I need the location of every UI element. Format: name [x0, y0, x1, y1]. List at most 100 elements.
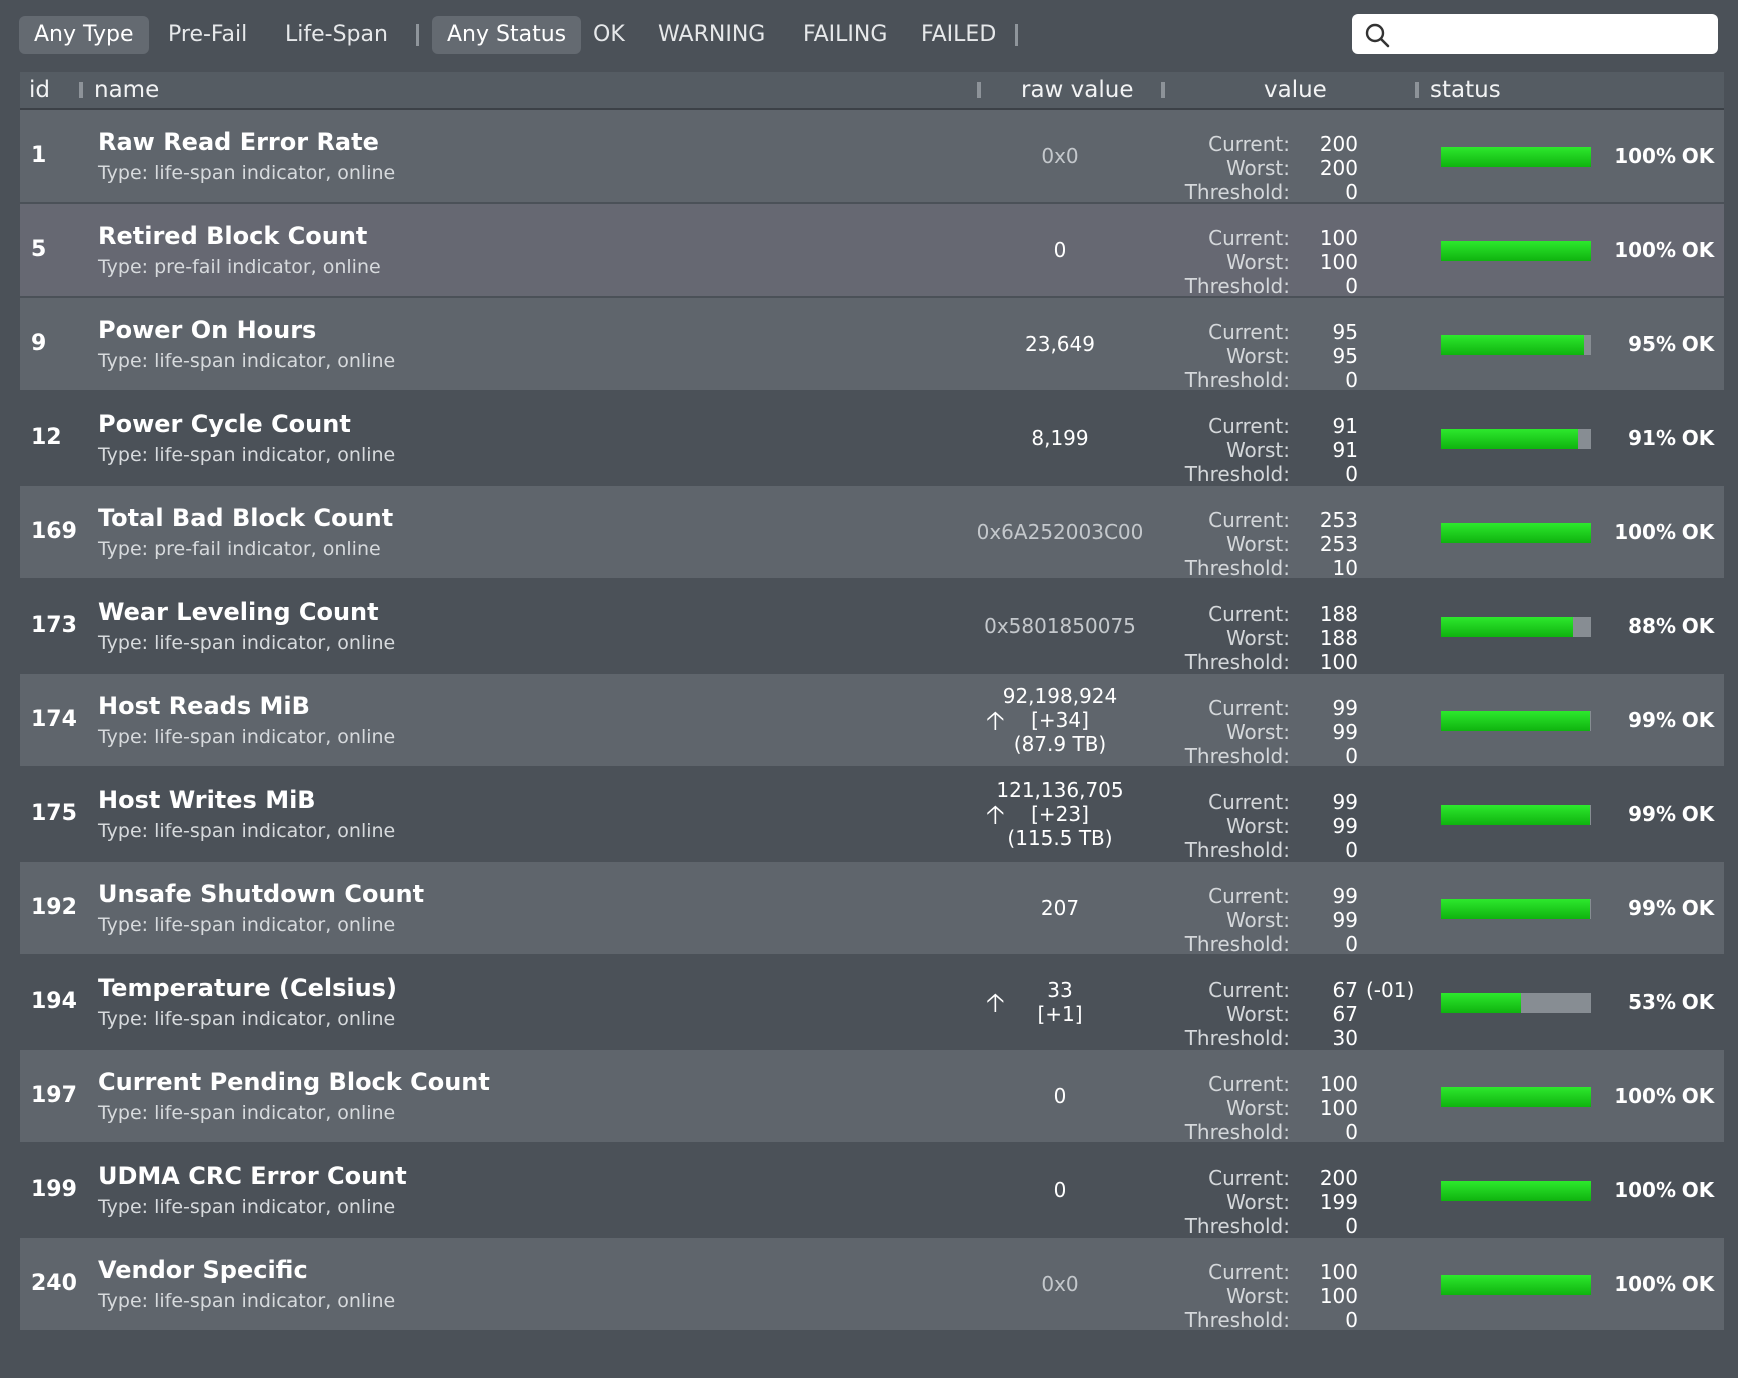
worst-label: Worst: [1225, 720, 1290, 744]
table-row[interactable]: 194 Temperature (Celsius) Type: life-spa… [20, 956, 1724, 1048]
filter-failed[interactable]: FAILED [921, 22, 997, 47]
column-raw-value[interactable]: raw value [1021, 77, 1134, 103]
status-badge: OK [1681, 802, 1715, 826]
threshold-value: 100 [1319, 650, 1358, 674]
raw-value-line: 92,198,924 [1002, 684, 1118, 708]
attribute-name: Vendor Specific [98, 1256, 308, 1284]
health-bar-fill [1441, 899, 1590, 919]
worst-label: Worst: [1225, 814, 1290, 838]
raw-value-line: [+23] [1031, 802, 1089, 826]
threshold-value: 0 [1345, 180, 1358, 204]
health-bar-fill [1441, 147, 1591, 167]
worst-label: Worst: [1225, 1002, 1290, 1026]
current-label: Current: [1208, 1072, 1290, 1096]
current-label: Current: [1208, 414, 1290, 438]
worst-value: 188 [1319, 626, 1358, 650]
table-row[interactable]: 192 Unsafe Shutdown Count Type: life-spa… [20, 862, 1724, 954]
health-percent: 99% [1628, 802, 1676, 826]
table-row[interactable]: 1 Raw Read Error Rate Type: life-span in… [20, 110, 1724, 202]
health-bar [1441, 147, 1591, 167]
raw-value-line: 33 [1047, 978, 1073, 1002]
worst-label: Worst: [1225, 156, 1290, 180]
filter-warning[interactable]: WARNING [658, 22, 766, 47]
attribute-name: Host Reads MiB [98, 692, 310, 720]
attribute-id: 197 [31, 1083, 77, 1108]
raw-value-line: 207 [1040, 896, 1080, 920]
table-row[interactable]: 12 Power Cycle Count Type: life-span ind… [20, 392, 1724, 484]
filter-any-status[interactable]: Any Status [432, 16, 582, 54]
raw-value: 33 [+1] [940, 956, 1180, 1048]
worst-value: 99 [1332, 908, 1358, 932]
column-divider[interactable] [1161, 82, 1165, 98]
table-row[interactable]: 5 Retired Block Count Type: pre-fail ind… [20, 204, 1724, 296]
column-name[interactable]: name [94, 77, 160, 103]
health-percent: 88% [1628, 614, 1676, 638]
attribute-id: 1 [31, 143, 47, 168]
raw-value-line: [+34] [1031, 708, 1089, 732]
health-bar [1441, 805, 1591, 825]
threshold-value: 0 [1345, 1120, 1358, 1144]
current-label: Current: [1208, 1260, 1290, 1284]
health-bar [1441, 429, 1591, 449]
table-row[interactable]: 9 Power On Hours Type: life-span indicat… [20, 298, 1724, 390]
column-divider[interactable] [1415, 82, 1419, 98]
table-row[interactable]: 199 UDMA CRC Error Count Type: life-span… [20, 1144, 1724, 1236]
worst-label: Worst: [1225, 626, 1290, 650]
health-bar [1441, 711, 1591, 731]
attribute-id: 5 [31, 237, 47, 262]
raw-value-line: (87.9 TB) [1013, 732, 1107, 756]
filter-ok[interactable]: OK [593, 22, 625, 47]
health-bar-fill [1441, 1275, 1591, 1295]
worst-label: Worst: [1225, 344, 1290, 368]
column-divider[interactable] [79, 82, 83, 98]
table-row[interactable]: 174 Host Reads MiB Type: life-span indic… [20, 674, 1724, 766]
filter-toolbar: Any Type Pre-Fail Life-Span Any Status O… [0, 0, 1738, 70]
filter-separator [1015, 24, 1018, 46]
raw-value-line: 0 [1053, 238, 1067, 262]
filter-life-span[interactable]: Life-Span [285, 22, 388, 47]
threshold-label: Threshold: [1184, 650, 1290, 674]
status-badge: OK [1681, 426, 1715, 450]
threshold-label: Threshold: [1184, 274, 1290, 298]
current-label: Current: [1208, 508, 1290, 532]
attribute-type: Type: life-span indicator, online [98, 350, 396, 372]
current-label: Current: [1208, 132, 1290, 156]
filter-any-type[interactable]: Any Type [19, 16, 149, 54]
threshold-label: Threshold: [1184, 1026, 1290, 1050]
raw-value-line: 0x0 [1041, 144, 1079, 168]
health-bar-fill [1441, 617, 1573, 637]
table-row[interactable]: 169 Total Bad Block Count Type: pre-fail… [20, 486, 1724, 578]
status-badge: OK [1681, 238, 1715, 262]
health-bar-fill [1441, 241, 1591, 261]
current-label: Current: [1208, 790, 1290, 814]
table-row[interactable]: 197 Current Pending Block Count Type: li… [20, 1050, 1724, 1142]
table-row[interactable]: 240 Vendor Specific Type: life-span indi… [20, 1238, 1724, 1330]
worst-label: Worst: [1225, 1096, 1290, 1120]
raw-value-line: 8,199 [1031, 426, 1089, 450]
table-row[interactable]: 175 Host Writes MiB Type: life-span indi… [20, 768, 1724, 860]
worst-value: 100 [1319, 250, 1358, 274]
search-input[interactable] [1352, 14, 1718, 54]
table-row[interactable]: 173 Wear Leveling Count Type: life-span … [20, 580, 1724, 672]
status-badge: OK [1681, 614, 1715, 638]
column-divider[interactable] [977, 82, 981, 98]
attribute-name: Unsafe Shutdown Count [98, 880, 425, 908]
column-value[interactable]: value [1264, 77, 1327, 103]
health-bar [1441, 335, 1591, 355]
filter-failing[interactable]: FAILING [803, 22, 888, 47]
filter-pre-fail[interactable]: Pre-Fail [168, 22, 248, 47]
current-value: 188 [1319, 602, 1358, 626]
status-badge: OK [1681, 708, 1715, 732]
worst-value: 100 [1319, 1096, 1358, 1120]
health-bar [1441, 617, 1591, 637]
attribute-name: UDMA CRC Error Count [98, 1162, 407, 1190]
raw-value: 0x5801850075 [940, 580, 1180, 672]
threshold-label: Threshold: [1184, 1120, 1290, 1144]
current-delta: (-01) [1366, 978, 1415, 1002]
column-status[interactable]: status [1430, 77, 1501, 103]
filter-separator [416, 24, 419, 46]
current-value: 99 [1332, 790, 1358, 814]
threshold-label: Threshold: [1184, 932, 1290, 956]
worst-value: 95 [1332, 344, 1358, 368]
column-id[interactable]: id [29, 77, 50, 103]
